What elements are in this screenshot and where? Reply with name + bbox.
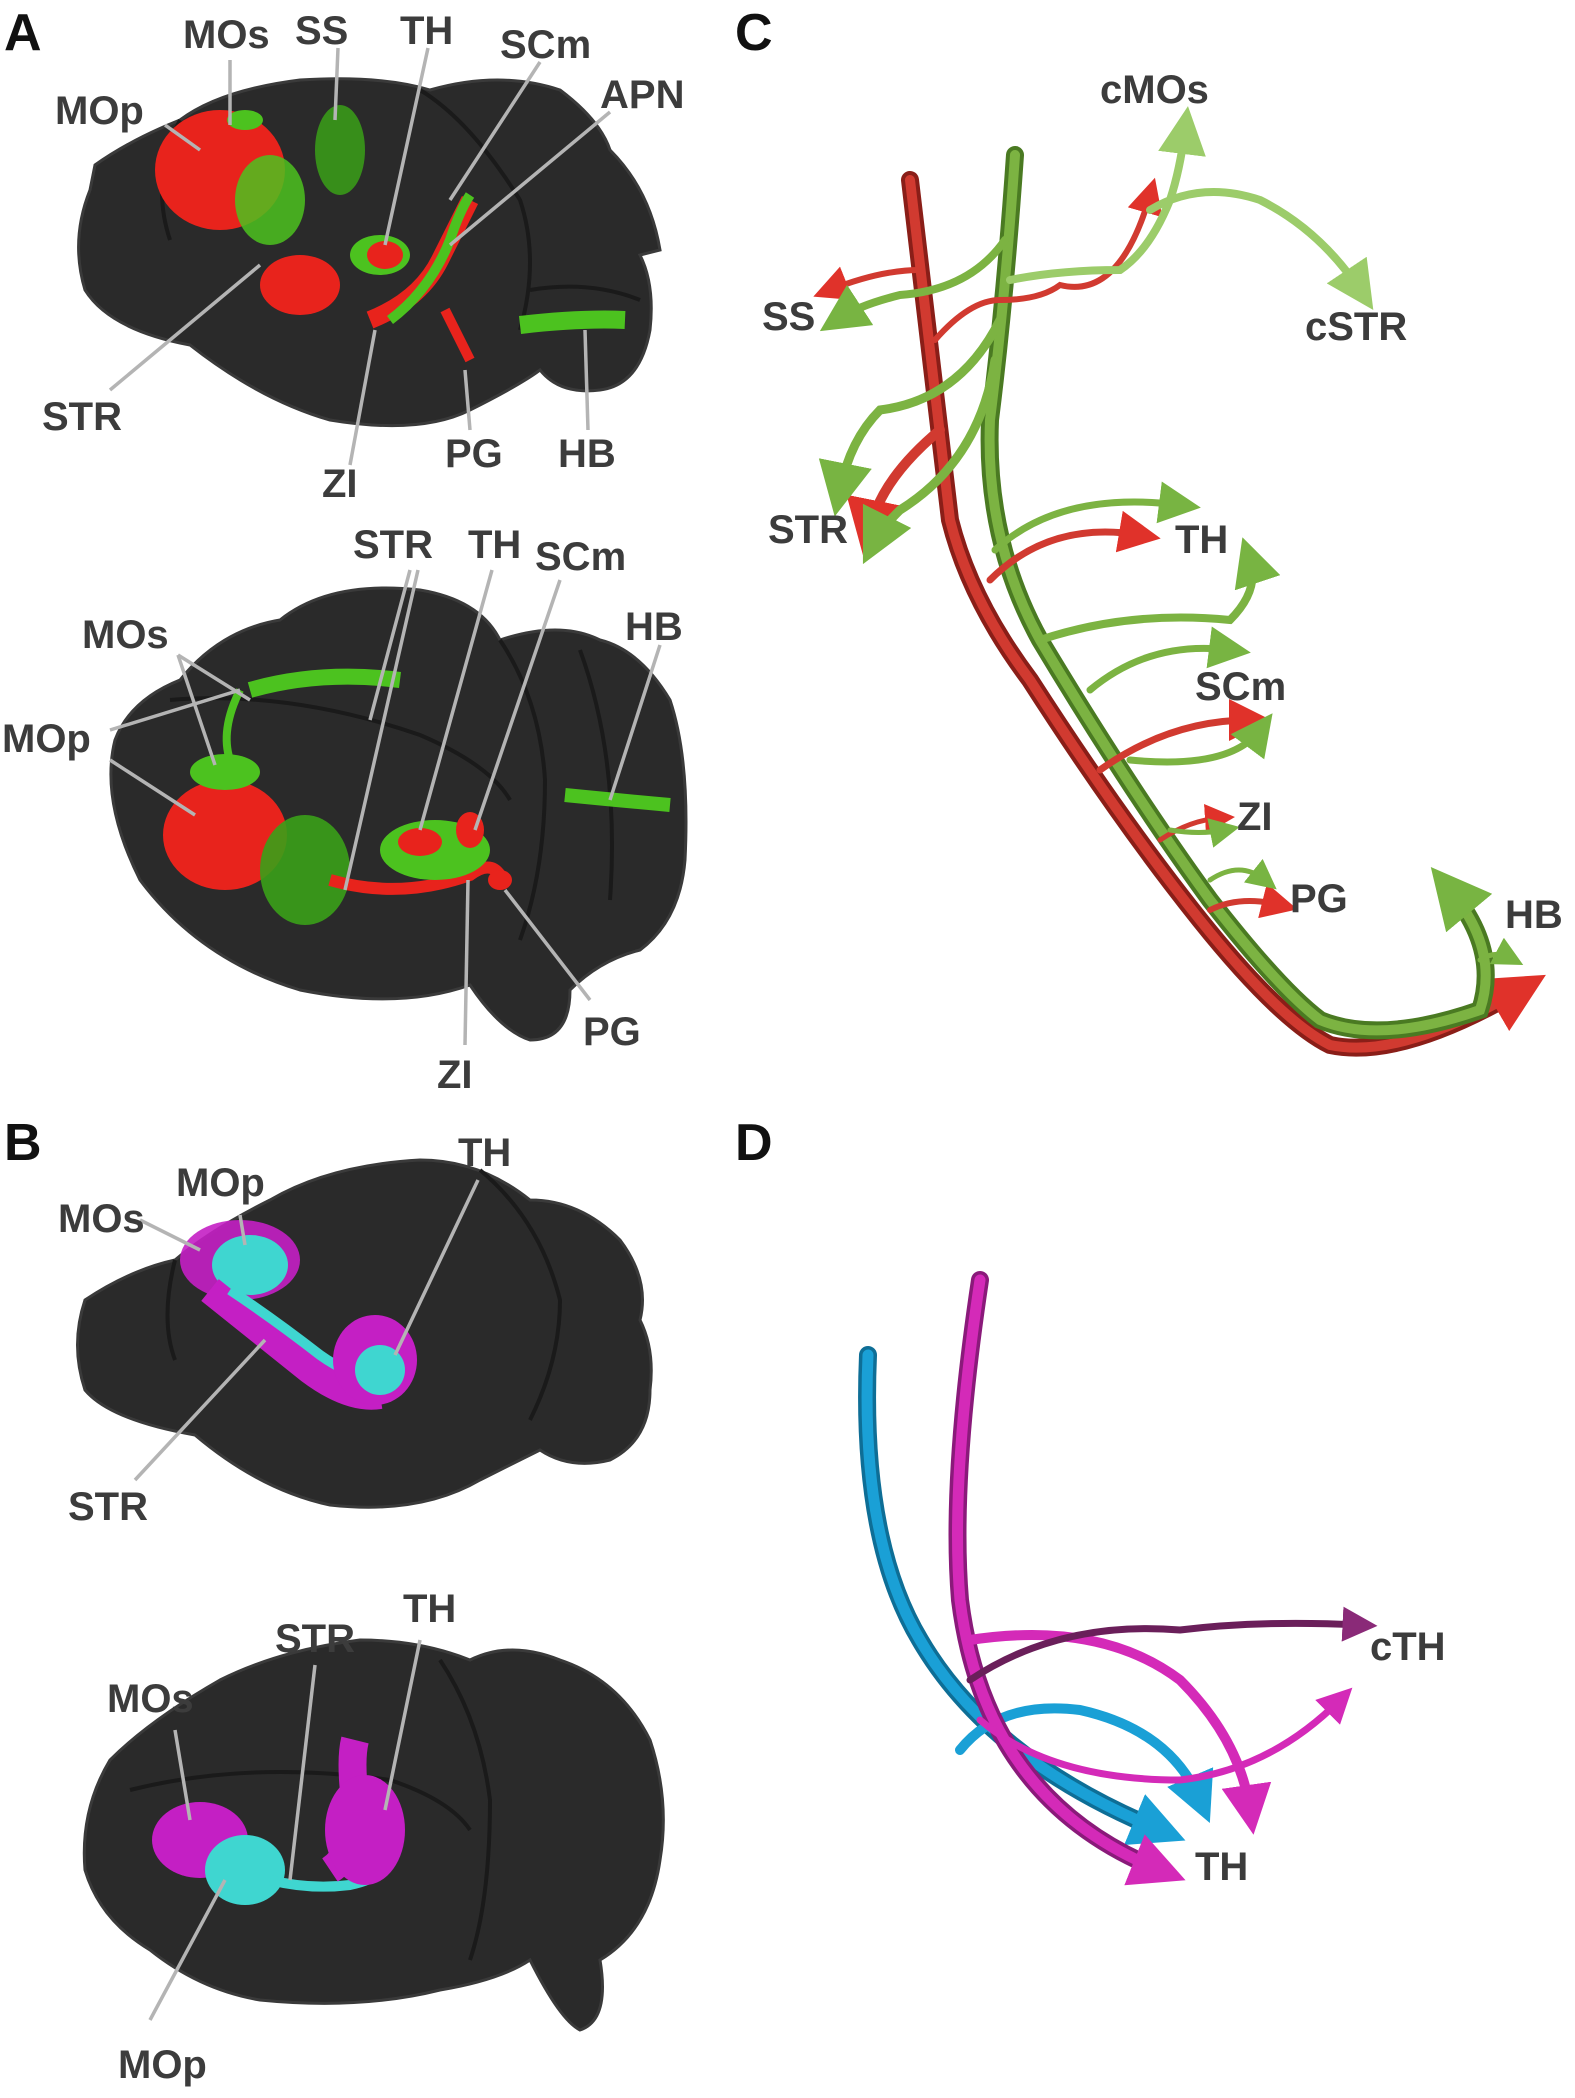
tube-green-trunk [984,150,1493,1036]
label-a2-mos: MOs [82,613,169,657]
label-b2-mos: MOs [107,1677,194,1721]
label-c-cmos: cMOs [1100,68,1209,112]
label-b2-mop: MOp [118,2043,207,2087]
panel-letter-b: B [4,1114,42,1172]
panel-c-tube-diagram: cMOs SS cSTR STR TH SCm ZI PG HB [762,68,1563,1057]
label-a1-th: TH [400,9,453,53]
panel-b-dorsal-brain: MOs STR TH MOp [82,1587,665,2087]
panel-d-tube-diagram: cTH TH [858,1271,1446,1889]
label-c-hb: HB [1505,893,1563,937]
label-c-ss: SS [762,295,815,339]
label-a1-pg: PG [445,432,503,476]
label-b2-str: STR [275,1617,355,1661]
panel-b-lateral-brain: MOs MOp TH STR [58,1131,653,1529]
panel-letter-d: D [735,1114,773,1172]
label-a2-hb: HB [625,605,683,649]
tube-blue-trunk [861,1349,1186,1845]
label-b1-th: TH [458,1131,511,1175]
panel-a-lateral-brain: MOs SS TH SCm APN MOp STR ZI PG HB [42,9,684,506]
label-a2-scm: SCm [535,535,626,579]
label-c-scm: SCm [1195,665,1286,709]
label-a2-str: STR [353,523,433,567]
label-d-cth: cTH [1370,1625,1446,1669]
label-a1-ss: SS [295,9,348,53]
label-b1-mos: MOs [58,1197,145,1241]
label-d-th: TH [1195,1845,1248,1889]
label-c-pg: PG [1290,877,1348,921]
panel-letter-c: C [735,4,773,62]
label-b1-str: STR [68,1485,148,1529]
label-a1-mop: MOp [55,89,144,133]
label-a1-mos: MOs [183,13,270,57]
label-a2-pg: PG [583,1010,641,1054]
label-a2-th: TH [468,523,521,567]
label-a1-zi: ZI [322,462,358,506]
mop-injection-red-dorsal [163,780,287,890]
panel-letter-a: A [4,4,42,62]
label-a1-scm: SCm [500,23,591,67]
label-a2-mop: MOp [2,717,91,761]
label-c-th: TH [1175,518,1228,562]
label-c-zi: ZI [1237,795,1273,839]
label-a1-hb: HB [558,432,616,476]
label-a1-apn: APN [600,73,684,117]
label-a2-zi: ZI [437,1053,473,1097]
label-b2-th: TH [403,1587,456,1631]
panel-a-dorsal-brain: STR TH SCm HB MOs MOp PG ZI [2,523,688,1097]
label-a1-str: STR [42,395,122,439]
tube-magenta-trunk [952,1274,1186,1886]
label-c-cstr: cSTR [1305,305,1407,349]
label-b1-mop: MOp [176,1161,265,1205]
label-c-str: STR [768,508,848,552]
